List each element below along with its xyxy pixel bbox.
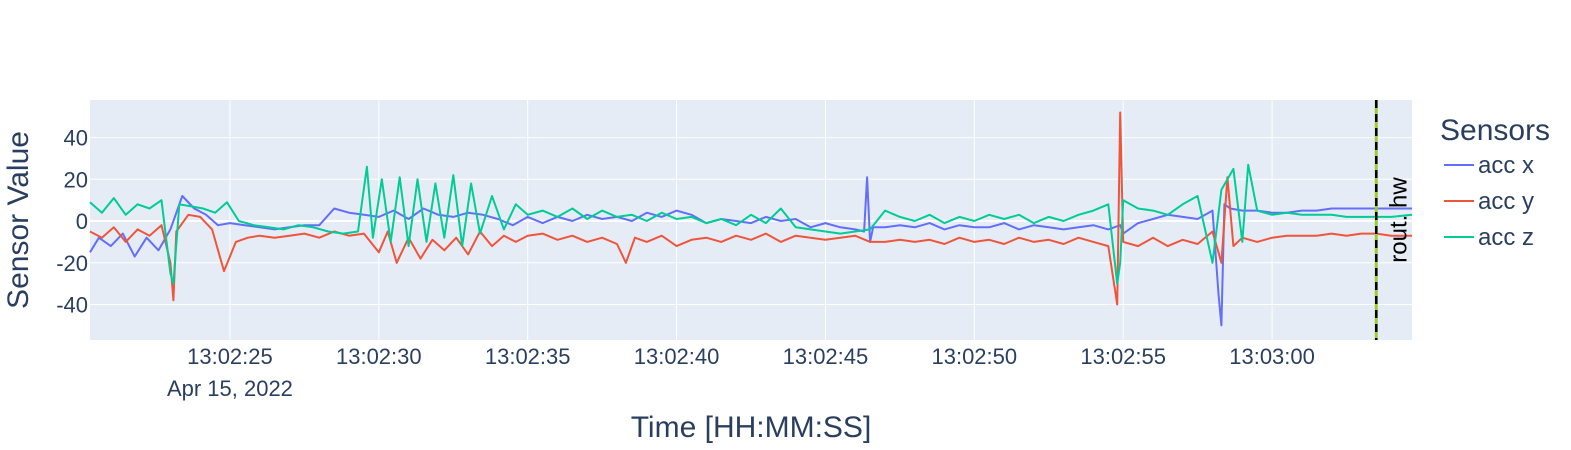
y-axis-title: Sensor Value [2, 131, 35, 309]
grid-layer [90, 100, 1412, 340]
legend: Sensors acc x acc y acc z [1440, 114, 1550, 251]
plot-background [90, 100, 1412, 340]
marker-label: rout. hw [1385, 177, 1412, 263]
series-line-acc-z [89, 163, 1413, 285]
x-tick-label-5: 13:02:50 [931, 344, 1017, 369]
legend-label-acc-z: acc z [1478, 224, 1534, 251]
x-tick-label-6: 13:02:55 [1080, 344, 1166, 369]
x-tick-label-7: 13:03:00 [1229, 344, 1315, 369]
y-tick-label-2: 0 [76, 209, 88, 234]
legend-label-acc-x: acc x [1478, 152, 1534, 179]
y-tick-label-4: 40 [64, 126, 88, 151]
x-tick-label-1: 13:02:30 [336, 344, 422, 369]
x-tick-label-4: 13:02:45 [783, 344, 869, 369]
series-line-acc-y [89, 111, 1412, 306]
x-tick-label-0: 13:02:25 [187, 344, 273, 369]
x-tick-label-3: 13:02:40 [634, 344, 720, 369]
legend-item-acc-x[interactable]: acc x [1444, 152, 1534, 179]
marker-layer: rout. hw [1374, 100, 1412, 340]
y-tick-label-1: -20 [56, 251, 88, 276]
x-tick-label-2: 13:02:35 [485, 344, 571, 369]
tick-layer: 13:02:25 Apr 15, 2022 13:02:30 13:02:35 13:0… [56, 126, 1315, 401]
legend-item-acc-z[interactable]: acc z [1444, 224, 1534, 251]
x-tick-sublabel-0: Apr 15, 2022 [167, 376, 293, 401]
y-tick-label-3: 20 [64, 167, 88, 192]
y-tick-label-0: -40 [56, 293, 88, 318]
series-layer [89, 111, 1413, 327]
legend-label-acc-y: acc y [1478, 188, 1534, 215]
legend-item-acc-y[interactable]: acc y [1444, 188, 1534, 215]
legend-title: Sensors [1440, 114, 1550, 147]
x-axis-title: Time [HH:MM:SS] [631, 411, 872, 444]
